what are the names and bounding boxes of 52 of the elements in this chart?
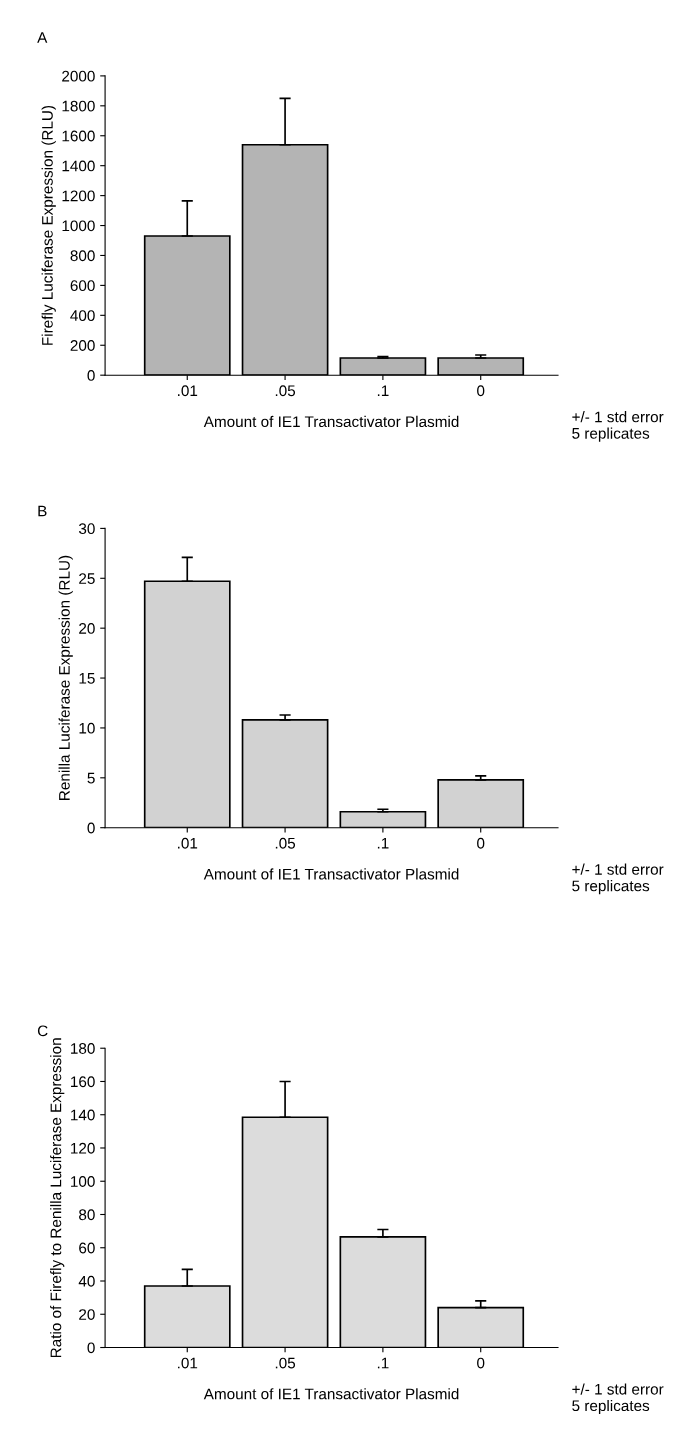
x-tick-label: .01 <box>178 837 198 849</box>
y-tick-label: 1400 <box>62 160 95 172</box>
x-tick-label: .1 <box>377 837 389 849</box>
y-tick-label: 160 <box>71 1076 95 1088</box>
text: +/- 1 std error 5 replicates <box>572 411 664 442</box>
y-tick-label: 80 <box>79 1209 95 1221</box>
y-axis-title: Firefly Luciferase Expression (RLU) <box>41 105 56 345</box>
x-tick-label: .05 <box>275 1357 296 1369</box>
y-tick-label: 0 <box>87 370 95 381</box>
x-tick-label: 0 <box>477 837 485 849</box>
x-tick-label: .1 <box>377 385 389 396</box>
y-tick-label: 10 <box>79 722 95 734</box>
y-tick-label: 25 <box>79 573 95 584</box>
x-tick-label: .01 <box>178 1357 198 1369</box>
y-axis-title: Renilla Luciferase Expression (RLU) <box>58 555 73 800</box>
x-tick-label: .01 <box>178 385 198 397</box>
y-tick-label: 2000 <box>62 70 95 82</box>
chart-title: A <box>37 32 48 43</box>
y-tick-label: 1000 <box>62 220 95 232</box>
x-axis-title: Amount of IE1 Transactivator Plasmid <box>203 415 459 428</box>
x-tick-label: 0 <box>477 1357 485 1369</box>
chart-title: C <box>37 1025 48 1037</box>
x-tick-label: .05 <box>275 385 296 397</box>
x-tick-label: .05 <box>275 837 296 849</box>
y-tick-label: 200 <box>70 340 95 351</box>
y-tick-label: 0 <box>87 1342 95 1354</box>
text: +/- 1 std error 5 replicates <box>572 863 664 895</box>
y-tick-label: 5 <box>87 772 95 784</box>
y-tick-label: 400 <box>70 310 95 322</box>
y-tick-label: 20 <box>79 623 95 634</box>
y-tick-label: 1600 <box>62 130 95 142</box>
y-tick-label: 0 <box>87 822 95 834</box>
x-axis-title: Amount of IE1 Transactivator Plasmid <box>203 868 459 880</box>
y-tick-label: 60 <box>79 1242 95 1254</box>
y-tick-label: 180 <box>71 1043 95 1054</box>
text: +/- 1 std error 5 replicates <box>572 1383 664 1415</box>
y-axis-title: Ratio of Firefly to Renilla Luciferase Expression <box>50 1038 65 1358</box>
y-tick-label: 40 <box>78 1275 95 1287</box>
x-tick-label: .1 <box>377 1357 389 1369</box>
y-tick-label: 30 <box>78 523 95 535</box>
y-tick-label: 1200 <box>62 190 95 202</box>
y-tick-label: 20 <box>79 1309 95 1320</box>
y-tick-label: 100 <box>71 1176 95 1187</box>
y-tick-label: 1800 <box>62 100 95 112</box>
y-tick-label: 120 <box>71 1142 95 1154</box>
y-tick-label: 800 <box>70 250 95 262</box>
chart-title: B <box>38 505 47 517</box>
x-tick-label: 0 <box>477 385 485 397</box>
y-tick-label: 600 <box>70 280 95 292</box>
x-axis-title: Amount of IE1 Transactivator Plasmid <box>203 1388 459 1400</box>
y-tick-label: 140 <box>71 1109 95 1121</box>
y-tick-label: 15 <box>79 673 95 684</box>
